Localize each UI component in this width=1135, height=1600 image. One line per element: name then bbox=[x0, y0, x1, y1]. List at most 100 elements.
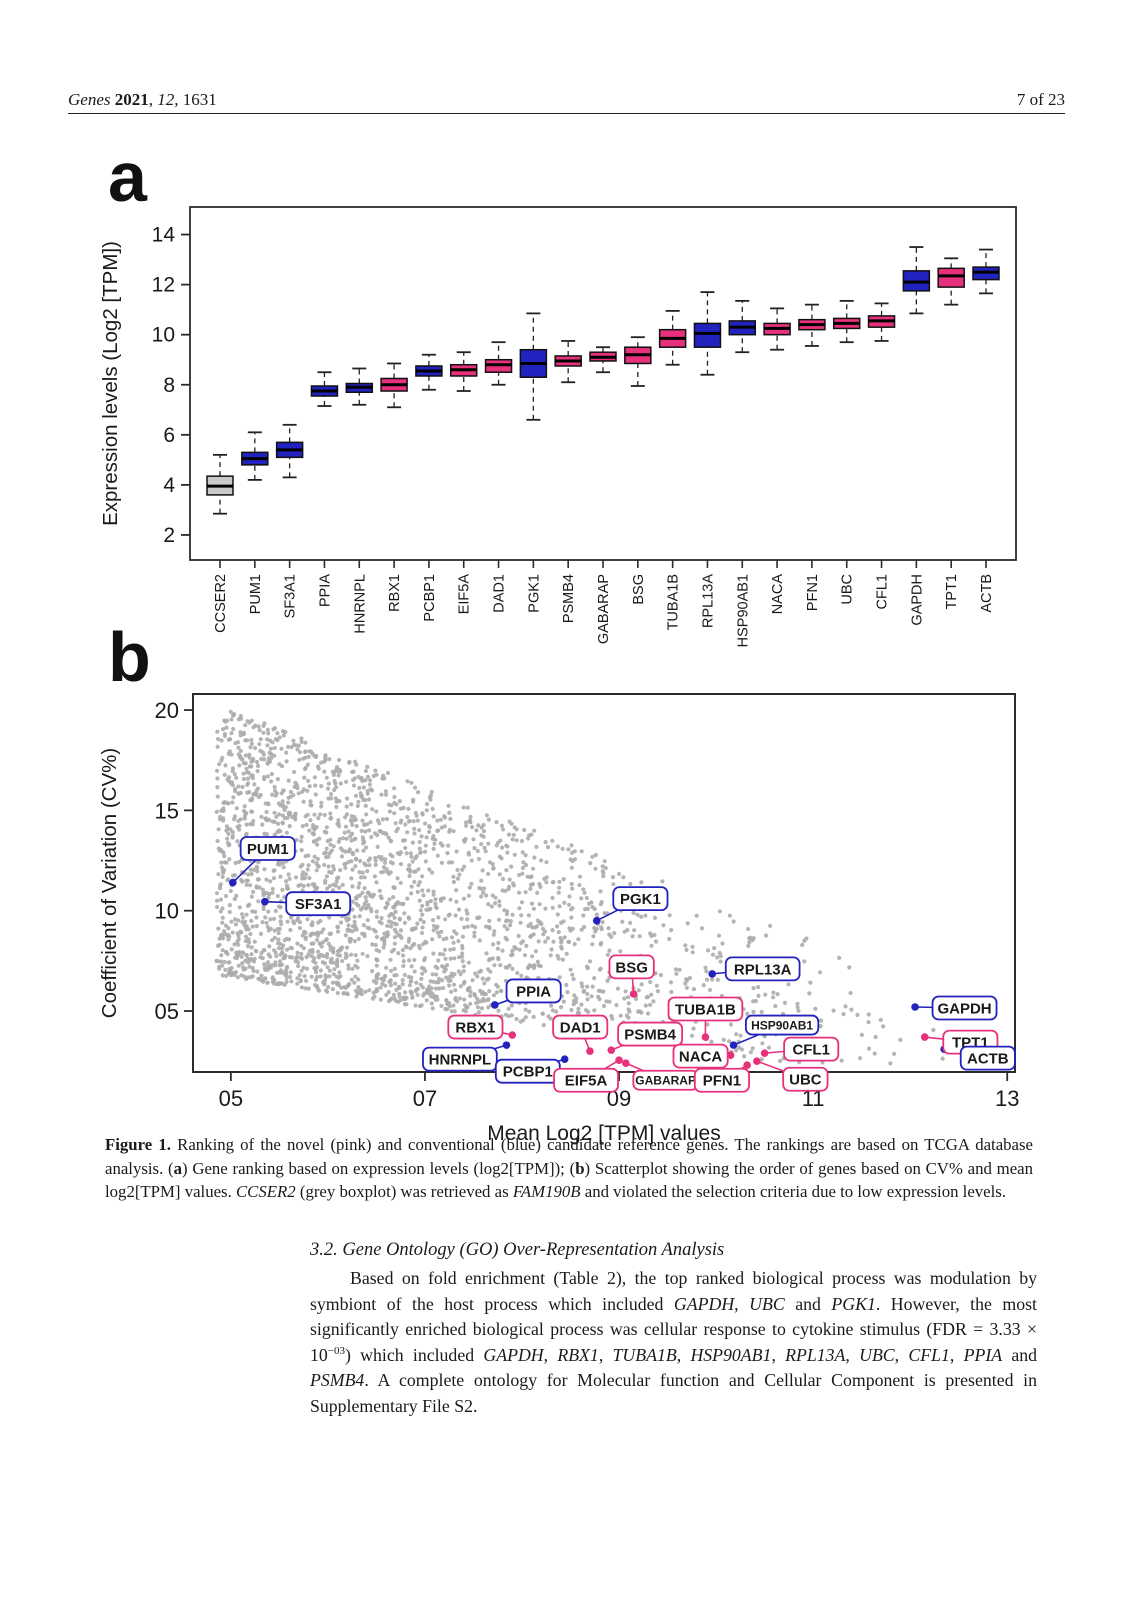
boxplot-ACTB: ACTB bbox=[972, 248, 1000, 613]
gene-point bbox=[701, 1033, 710, 1041]
gene-point bbox=[560, 1055, 569, 1063]
y-tick-label: 14 bbox=[152, 224, 176, 247]
iqr-box bbox=[937, 267, 965, 288]
x-tick-label: 11 bbox=[802, 1086, 825, 1111]
y-tick-label: 6 bbox=[163, 424, 175, 447]
gene-label-text: TUBA1B bbox=[675, 1001, 736, 1018]
gene-label-box bbox=[724, 956, 801, 982]
gene-label-RPL13A: RPL13A bbox=[724, 956, 801, 982]
gene-label-box bbox=[505, 978, 562, 1004]
gene-label-GABARAP: GABARAP bbox=[632, 1069, 699, 1091]
boxplot-PFN1: PFN1 bbox=[798, 303, 826, 611]
x-tick-label: 07 bbox=[413, 1086, 437, 1111]
boxplot-CFL1: CFL1 bbox=[867, 302, 896, 609]
gene-label-text: DAD1 bbox=[560, 1019, 601, 1036]
y-tick-label: 10 bbox=[155, 899, 179, 924]
x-tick-label: EIF5A bbox=[457, 574, 473, 615]
x-axis-title: Mean Log2 [TPM] values bbox=[487, 1122, 720, 1145]
gene-label-EIF5A: EIF5A bbox=[553, 1067, 619, 1093]
gene-label-UBC: UBC bbox=[782, 1066, 829, 1092]
gene-point bbox=[502, 1041, 511, 1049]
gene-label-box bbox=[667, 996, 744, 1022]
gene-point bbox=[629, 990, 638, 998]
x-tick-label: SF3A1 bbox=[283, 574, 299, 618]
gene-label-box bbox=[617, 1021, 683, 1047]
gene-label-PSMB4: PSMB4 bbox=[617, 1021, 683, 1047]
labeled-gene-points: PUM1 SF3A1 PGK1 BSG RPL13A PPIA RBX1 HNRNPL PCBP… bbox=[228, 836, 1016, 1093]
gene-point bbox=[920, 1033, 929, 1041]
gene-label-BSG: BSG bbox=[608, 954, 655, 980]
gene-point bbox=[708, 970, 717, 978]
gene-label-text: ACTB bbox=[967, 1051, 1009, 1068]
x-tick-label: TPT1 bbox=[944, 574, 960, 609]
gene-label-box bbox=[782, 1066, 829, 1092]
background-scatter-cloud bbox=[214, 709, 945, 1066]
x-tick-label: GAPDH bbox=[909, 574, 925, 626]
gene-label-box bbox=[744, 1014, 820, 1036]
gene-label-text: PPIA bbox=[516, 983, 551, 1000]
gene-label-box bbox=[608, 954, 655, 980]
gene-label-PCBP1: PCBP1 bbox=[494, 1058, 561, 1084]
gene-label-HSP90AB1: HSP90AB1 bbox=[744, 1014, 820, 1036]
y-tick-label: 12 bbox=[152, 274, 175, 297]
x-tick-label: HSP90AB1 bbox=[735, 574, 751, 647]
plot-border bbox=[189, 206, 1017, 561]
journal-header: Genes 2021, 12, 1631 bbox=[68, 90, 217, 109]
boxplot-RPL13A: RPL13A bbox=[693, 291, 722, 628]
gene-point bbox=[261, 897, 269, 906]
x-tick-label: PPIA bbox=[317, 574, 333, 607]
gene-label-text: UBC bbox=[789, 1072, 822, 1089]
gene-label-PFN1: PFN1 bbox=[693, 1067, 750, 1093]
boxplot-PPIA: PPIA bbox=[310, 371, 339, 607]
y-axis-title: Expression levels (Log2 [TPM]) bbox=[99, 241, 122, 526]
gene-point bbox=[729, 1041, 738, 1049]
gene-label-text: GABARAP bbox=[635, 1074, 696, 1088]
gene-label-box bbox=[931, 995, 998, 1021]
panel-a-letter: a bbox=[108, 138, 147, 216]
page-number: 7 of 23 bbox=[1016, 90, 1065, 109]
x-tick-label: ACTB bbox=[979, 574, 995, 613]
boxplot-PUM1: PUM1 bbox=[241, 431, 269, 614]
gene-label-box bbox=[447, 1014, 504, 1040]
gene-label-box bbox=[672, 1043, 729, 1069]
gene-label-GAPDH: GAPDH bbox=[931, 995, 998, 1021]
y-axis-title: Coefficient of Variation (CV%) bbox=[98, 748, 121, 1018]
gene-label-CFL1: CFL1 bbox=[783, 1036, 840, 1062]
gene-label-NACA: NACA bbox=[672, 1043, 729, 1069]
gene-label-box bbox=[612, 886, 669, 912]
boxplot-RBX1: RBX1 bbox=[380, 362, 408, 612]
gene-point bbox=[753, 1057, 761, 1065]
gene-label-PPIA: PPIA bbox=[505, 978, 562, 1004]
gene-label-text: CFL1 bbox=[792, 1042, 830, 1059]
header-rule bbox=[68, 113, 1065, 114]
gene-label-text: PGK1 bbox=[620, 891, 661, 908]
boxplot-PCBP1: PCBP1 bbox=[415, 353, 443, 622]
body-paragraph: Based on fold enrichment (Table 2), the … bbox=[310, 1268, 1038, 1416]
x-tick-label: PSMB4 bbox=[561, 574, 577, 623]
y-tick-label: 2 bbox=[163, 524, 175, 547]
gene-point bbox=[743, 1061, 751, 1069]
gene-point bbox=[607, 1046, 616, 1054]
x-tick-label: CCSER2 bbox=[213, 574, 229, 633]
gene-label-SF3A1: SF3A1 bbox=[285, 891, 352, 917]
boxplot-PGK1: PGK1 bbox=[519, 312, 548, 613]
gene-label-box bbox=[285, 891, 352, 917]
x-tick-label: PCBP1 bbox=[422, 574, 438, 622]
section-heading: 3.2. Gene Ontology (GO) Over-Representat… bbox=[310, 1240, 725, 1260]
gene-point bbox=[586, 1047, 594, 1055]
gene-label-text: GAPDH bbox=[937, 1000, 991, 1017]
gene-label-box bbox=[553, 1067, 619, 1093]
boxplot-CCSER2: CCSER2 bbox=[206, 453, 234, 633]
panel-a-axes: 2 4 6 8 10 12 14 Expression levels (Log2 [TPM]) bbox=[99, 206, 1017, 561]
gene-label-box bbox=[422, 1046, 498, 1072]
boxplot-PSMB4: PSMB4 bbox=[554, 340, 582, 623]
iqr-box bbox=[693, 322, 722, 348]
gene-point bbox=[491, 1001, 499, 1009]
boxplot-TUBA1B: TUBA1B bbox=[658, 309, 687, 630]
y-tick-label: 4 bbox=[163, 474, 175, 497]
boxplot-DAD1: DAD1 bbox=[484, 341, 513, 613]
y-tick-label: 8 bbox=[163, 374, 175, 397]
boxplot-TPT1: TPT1 bbox=[937, 257, 965, 609]
